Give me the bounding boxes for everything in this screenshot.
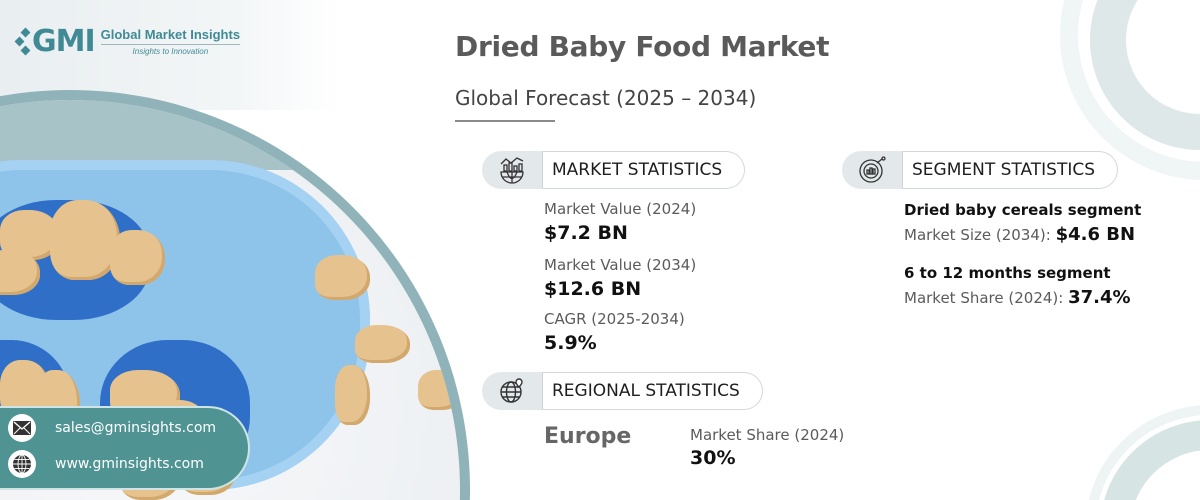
- biscuit: [110, 230, 165, 285]
- page-title: Dried Baby Food Market: [455, 30, 830, 63]
- biscuit: [50, 200, 120, 280]
- biscuit: [418, 370, 460, 410]
- segment-chart-icon: [842, 151, 902, 189]
- biscuit: [315, 255, 370, 300]
- segment-2-title: 6 to 12 months segment: [904, 264, 1111, 282]
- logo-mark: GMI: [14, 24, 96, 59]
- segment-statistics-header: SEGMENT STATISTICS: [842, 150, 1119, 190]
- website-link[interactable]: www.gminsights.com: [55, 456, 204, 472]
- segment-2-label: Market Share (2024):: [904, 289, 1064, 307]
- segment-statistics-heading: SEGMENT STATISTICS: [902, 151, 1119, 189]
- page-subtitle: Global Forecast (2025 – 2034): [455, 86, 757, 110]
- email-link[interactable]: sales@gminsights.com: [55, 420, 217, 436]
- biscuit: [0, 250, 40, 295]
- brand-name: Global Market Insights: [100, 27, 241, 45]
- market-value-2034-label: Market Value (2034): [544, 256, 697, 274]
- globe-icon: [8, 450, 36, 478]
- market-value-2024-label: Market Value (2024): [544, 200, 697, 218]
- market-value-2024-value: $7.2 BN: [544, 222, 628, 244]
- cagr-value: 5.9%: [544, 332, 597, 354]
- segment-2-value: 37.4%: [1068, 287, 1131, 308]
- regional-statistics-heading: REGIONAL STATISTICS: [542, 372, 763, 410]
- regional-statistics-header: REGIONAL STATISTICS: [482, 371, 763, 411]
- segment-1-label: Market Size (2034):: [904, 226, 1051, 244]
- photo-top-band: [0, 100, 460, 170]
- contact-panel: sales@gminsights.com www.gminsights.com: [0, 408, 248, 488]
- brand-tagline: Insights to Innovation: [132, 47, 209, 56]
- regional-share-value: 30%: [690, 447, 736, 469]
- segment-1-value: $4.6 BN: [1055, 224, 1136, 245]
- title-divider: [455, 120, 555, 122]
- globe-pin-icon: [482, 372, 542, 410]
- biscuit: [335, 365, 370, 425]
- logo-diamond-icon: [14, 27, 31, 55]
- segment-2-line: Market Share (2024): 37.4%: [904, 287, 1131, 308]
- biscuit: [355, 325, 410, 363]
- market-value-2034-value: $12.6 BN: [544, 278, 642, 300]
- logo-mark-text: GMI: [32, 24, 96, 59]
- cagr-label: CAGR (2025-2034): [544, 310, 685, 328]
- segment-1-title: Dried baby cereals segment: [904, 201, 1142, 219]
- gmi-logo: GMI Global Market Insights Insights to I…: [14, 24, 241, 59]
- segment-1-line: Market Size (2034): $4.6 BN: [904, 224, 1135, 245]
- envelope-icon: [8, 414, 36, 442]
- chart-globe-icon: [482, 151, 542, 189]
- email-row[interactable]: sales@gminsights.com: [8, 414, 216, 442]
- market-statistics-heading: MARKET STATISTICS: [542, 151, 746, 189]
- region-name: Europe: [544, 424, 632, 449]
- website-row[interactable]: www.gminsights.com: [8, 450, 204, 478]
- regional-share-label: Market Share (2024): [690, 426, 845, 444]
- market-statistics-header: MARKET STATISTICS: [482, 150, 746, 190]
